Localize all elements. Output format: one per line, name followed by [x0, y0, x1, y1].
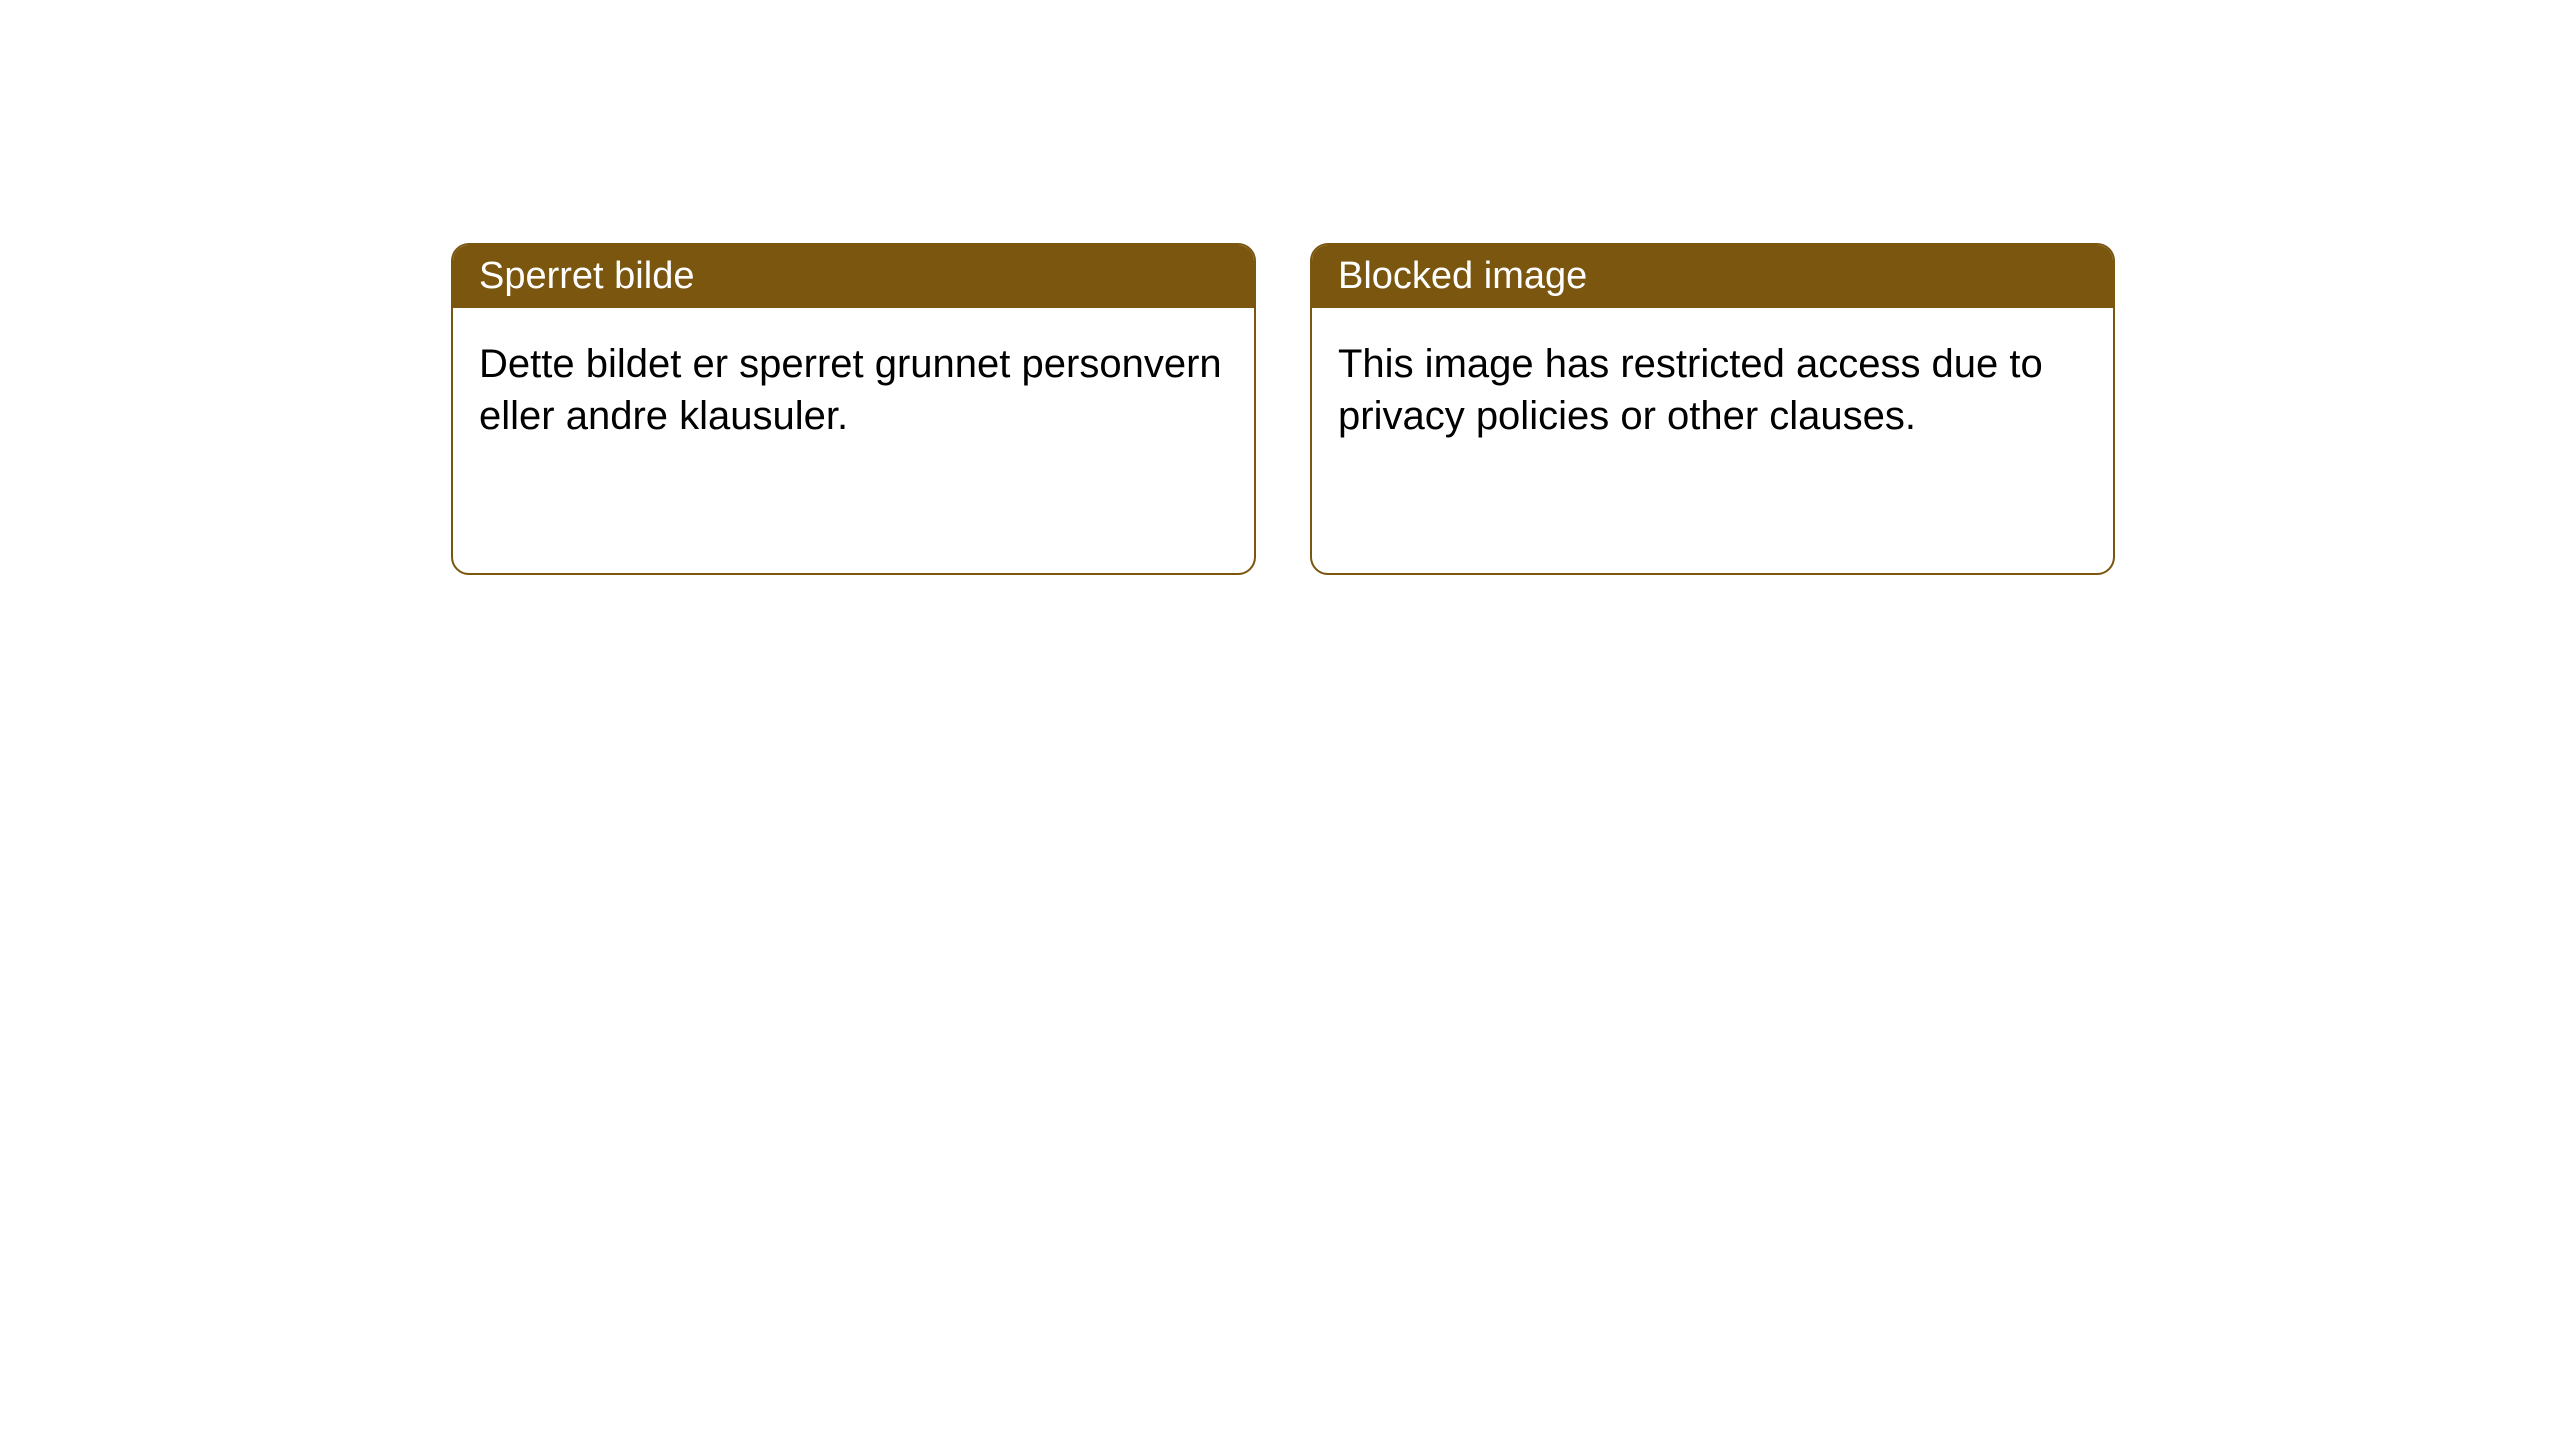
card-title: Blocked image — [1338, 255, 1587, 297]
blocked-image-card-norwegian: Sperret bilde Dette bildet er sperret gr… — [451, 243, 1256, 575]
blocked-image-card-english: Blocked image This image has restricted … — [1310, 243, 2115, 575]
card-message: Dette bildet er sperret grunnet personve… — [479, 342, 1222, 438]
card-message: This image has restricted access due to … — [1338, 342, 2043, 438]
card-body: This image has restricted access due to … — [1312, 308, 2113, 472]
card-header: Sperret bilde — [453, 245, 1254, 308]
notice-container: Sperret bilde Dette bildet er sperret gr… — [0, 0, 2560, 575]
card-header: Blocked image — [1312, 245, 2113, 308]
card-title: Sperret bilde — [479, 255, 694, 297]
card-body: Dette bildet er sperret grunnet personve… — [453, 308, 1254, 472]
